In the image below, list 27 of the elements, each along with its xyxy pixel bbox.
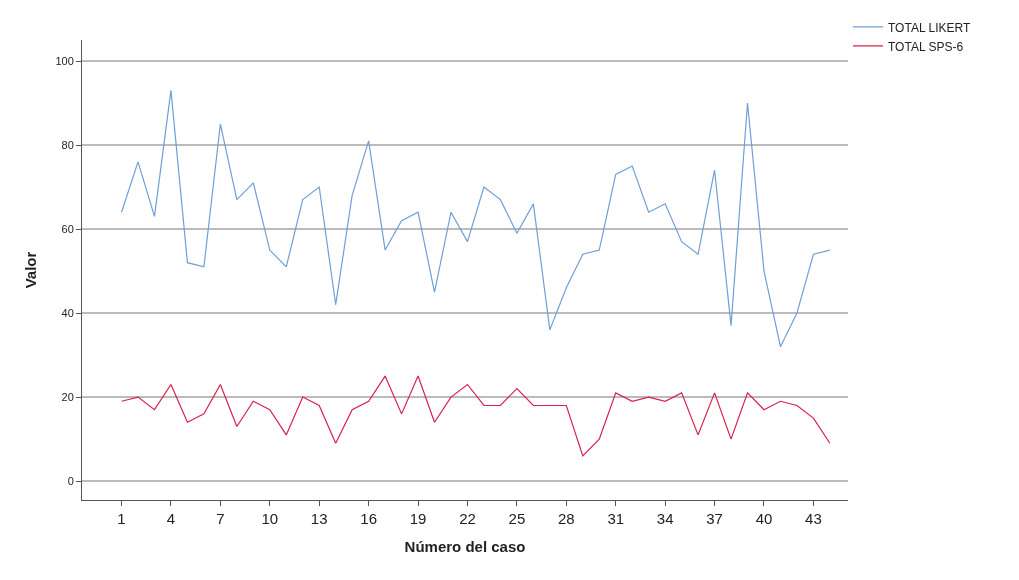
legend-label: TOTAL SPS-6 — [888, 39, 964, 54]
x-tick-label: 25 — [508, 510, 526, 527]
x-axis-title: Número del caso — [404, 538, 526, 555]
x-tick-label: 1 — [117, 510, 126, 527]
line-series — [120, 375, 831, 457]
x-tick-label: 19 — [409, 510, 427, 527]
x-tick-label: 31 — [607, 510, 625, 527]
line-series — [120, 89, 831, 348]
x-tick-label: 43 — [805, 510, 822, 527]
y-tick-label: 40 — [61, 306, 74, 319]
y-tick-label: 80 — [61, 138, 74, 151]
y-tick-label: 60 — [61, 222, 74, 235]
x-tick-label: 7 — [216, 510, 225, 527]
x-tick-label: 40 — [755, 510, 773, 527]
x-tick-label: 4 — [166, 510, 176, 527]
y-tick-label: 20 — [61, 390, 74, 403]
y-axis-title: Valor — [21, 251, 39, 289]
x-tick-label: 13 — [310, 510, 328, 527]
x-tick-label: 22 — [459, 510, 476, 527]
x-tick-label: 28 — [557, 510, 575, 527]
y-tick-label: 100 — [55, 54, 74, 67]
y-tick-label: 0 — [67, 474, 74, 487]
x-tick-label: 37 — [706, 510, 723, 527]
x-tick-label: 10 — [261, 510, 279, 527]
x-tick-label: 34 — [656, 510, 674, 527]
legend-label: TOTAL LIKERT — [888, 20, 971, 35]
x-tick-label: 16 — [360, 510, 377, 527]
